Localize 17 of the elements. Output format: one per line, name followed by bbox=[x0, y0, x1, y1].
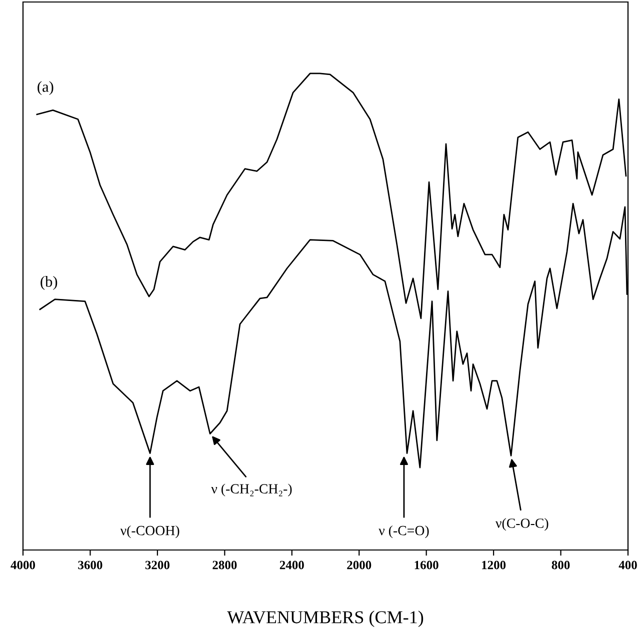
x-tick-label: 800 bbox=[552, 560, 570, 570]
x-tick-label: 2800 bbox=[212, 560, 237, 570]
x-tick-label: 1200 bbox=[482, 560, 506, 570]
x-tick-label: 1600 bbox=[414, 560, 438, 570]
x-tick-label: 3600 bbox=[78, 560, 102, 570]
annotation: ν (-C=O) bbox=[378, 525, 429, 538]
x-tick-label: 2000 bbox=[347, 560, 372, 570]
annotation: ν(-COOH) bbox=[120, 525, 180, 538]
x-tick-label: 400 bbox=[618, 560, 637, 570]
x-tick-label: 2400 bbox=[280, 560, 304, 570]
series-label: (a) bbox=[38, 81, 54, 96]
annotation: ν(C-O-C) bbox=[496, 518, 548, 531]
series-label: (b) bbox=[40, 276, 58, 290]
x-tick-label: 4000 bbox=[10, 560, 36, 570]
x-axis-title: WAVENUMBERS (CM-1) bbox=[227, 610, 424, 628]
annotation: ν (-CH₂-CH₂-) bbox=[211, 484, 292, 496]
x-tick-label: 3200 bbox=[145, 560, 170, 570]
